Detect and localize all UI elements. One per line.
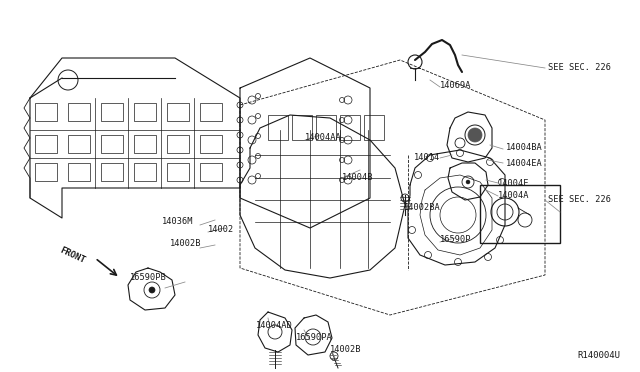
Text: 14004E: 14004E (498, 179, 529, 187)
Bar (134, 135, 156, 153)
Bar (68, 163, 90, 181)
Bar (200, 103, 222, 121)
Text: 14002B: 14002B (170, 240, 202, 248)
Text: 14004BA: 14004BA (506, 142, 543, 151)
Bar (268, 115, 288, 140)
Bar (167, 135, 189, 153)
Text: SEE SEC. 226: SEE SEC. 226 (548, 196, 611, 205)
Bar (35, 103, 57, 121)
Text: R140004U: R140004U (577, 351, 620, 360)
Bar (364, 115, 384, 140)
Bar (134, 103, 156, 121)
Text: 16590PA: 16590PA (296, 334, 333, 343)
Circle shape (468, 128, 482, 142)
Text: 14002B: 14002B (330, 346, 362, 355)
Text: 14004EA: 14004EA (506, 158, 543, 167)
Bar (167, 163, 189, 181)
Bar (316, 115, 336, 140)
Text: 16590PB: 16590PB (130, 273, 167, 282)
Bar (200, 163, 222, 181)
Circle shape (466, 180, 470, 184)
Bar (480, 185, 560, 243)
Bar (35, 135, 57, 153)
Text: 16590P: 16590P (440, 235, 472, 244)
Text: FRONT: FRONT (58, 245, 86, 265)
Text: 14004AA: 14004AA (305, 134, 342, 142)
Bar (167, 103, 189, 121)
Text: 14036M: 14036M (162, 218, 193, 227)
Bar (134, 163, 156, 181)
Circle shape (149, 287, 155, 293)
Text: 14004AD: 14004AD (256, 321, 292, 330)
Bar (68, 135, 90, 153)
Text: SEE SEC. 226: SEE SEC. 226 (548, 64, 611, 73)
Text: 14069A: 14069A (440, 80, 472, 90)
Text: 14004A: 14004A (498, 192, 529, 201)
Bar (101, 163, 123, 181)
Text: 14014: 14014 (413, 154, 440, 163)
Bar (200, 135, 222, 153)
Bar (292, 115, 312, 140)
Bar (35, 163, 57, 181)
Bar (68, 103, 90, 121)
Text: 14004B: 14004B (342, 173, 374, 183)
Text: 14002BA: 14002BA (404, 203, 441, 212)
Text: 14002: 14002 (208, 225, 234, 234)
Bar (101, 135, 123, 153)
Bar (340, 115, 360, 140)
Bar (101, 103, 123, 121)
